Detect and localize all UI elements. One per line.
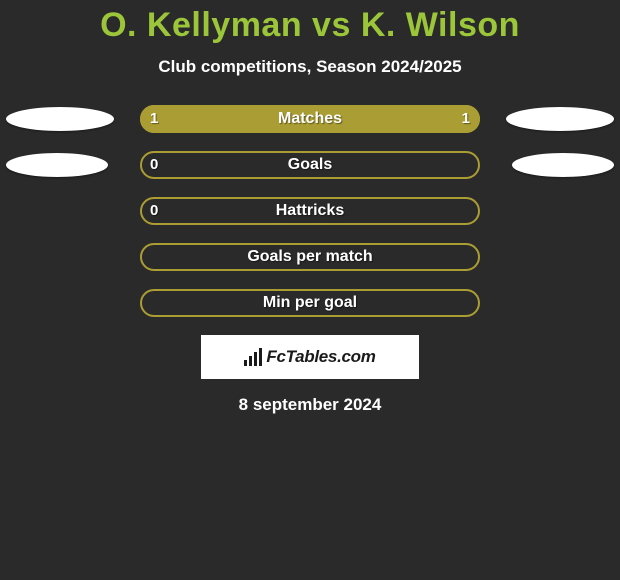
- player-ellipse-right: [506, 107, 614, 131]
- stat-track: [140, 197, 480, 225]
- player-ellipse-left: [6, 107, 114, 131]
- stat-row: Hattricks0: [0, 197, 620, 225]
- stat-row: Matches11: [0, 105, 620, 133]
- stat-rows: Matches11 Goals0 Hattricks0 Goals per match…: [0, 105, 620, 317]
- stat-row: Min per goal: [0, 289, 620, 317]
- title: O. Kellyman vs K. Wilson: [0, 6, 620, 45]
- attribution-text: FcTables.com: [266, 347, 375, 367]
- player-ellipse-left: [6, 153, 108, 177]
- date-text: 8 september 2024: [0, 395, 620, 415]
- stat-track: [140, 289, 480, 317]
- stat-row: Goals per match: [0, 243, 620, 271]
- comparison-infographic: O. Kellyman vs K. Wilson Club competitio…: [0, 0, 620, 580]
- bars-icon: [244, 348, 262, 366]
- stat-row: Goals0: [0, 151, 620, 179]
- stat-track: [140, 151, 480, 179]
- stat-track: [140, 243, 480, 271]
- player-ellipse-right: [512, 153, 614, 177]
- attribution-badge: FcTables.com: [201, 335, 419, 379]
- stat-track: [140, 105, 480, 133]
- subtitle: Club competitions, Season 2024/2025: [0, 57, 620, 77]
